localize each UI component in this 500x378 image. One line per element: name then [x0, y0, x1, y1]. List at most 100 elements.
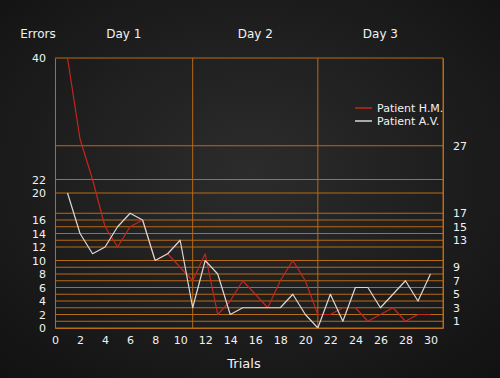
- tick-label: 14: [32, 228, 46, 241]
- legend: Patient H.M.Patient A.V.: [355, 102, 443, 128]
- grid-line: [55, 145, 443, 146]
- tick-label: 30: [424, 334, 438, 347]
- grid-line: [55, 193, 443, 194]
- tick: 1: [443, 315, 460, 328]
- grid-line: [55, 213, 443, 214]
- tick-label: 26: [374, 334, 388, 347]
- tick: 12: [199, 328, 213, 347]
- tick: 18: [274, 328, 288, 347]
- tick-label: 20: [32, 187, 46, 200]
- day-divider: [192, 58, 193, 328]
- tick: 8: [152, 328, 159, 347]
- y2-axis: 1357913151727: [443, 59, 467, 329]
- x-axis: 024681012141618202224262830: [52, 328, 444, 347]
- tick-label: 24: [349, 334, 363, 347]
- tick: 28: [399, 328, 413, 347]
- legend-entry: Patient H.M.: [355, 102, 443, 115]
- legend-swatch: [355, 120, 372, 122]
- tick-label: 6: [127, 334, 134, 347]
- tick-label: 13: [453, 234, 467, 247]
- tick: 14: [224, 328, 238, 347]
- day-label: Day 2: [238, 27, 273, 41]
- tick-label: 10: [32, 255, 46, 268]
- tick: 40: [32, 52, 55, 65]
- axis-line: [55, 59, 56, 329]
- tick-label: 3: [453, 302, 460, 315]
- background: [0, 0, 500, 378]
- day-label: Day 1: [106, 27, 141, 41]
- tick-label: 2: [39, 309, 46, 322]
- tick-label: 6: [39, 282, 46, 295]
- tick: 4: [102, 328, 109, 347]
- tick: 24: [349, 328, 363, 347]
- grid-line: [55, 260, 443, 261]
- tick: 20: [32, 187, 55, 200]
- tick-label: 15: [453, 221, 467, 234]
- lines: [68, 58, 431, 328]
- tick-label: 0: [52, 334, 59, 347]
- tick-label: 2: [77, 334, 84, 347]
- tick: 15: [443, 221, 467, 234]
- annotations: Day 1 Day 2 Day 3: [106, 27, 443, 328]
- tick-label: 17: [453, 207, 467, 220]
- tick: 20: [299, 328, 313, 347]
- tick: 13: [443, 234, 467, 247]
- grid-line: [55, 220, 443, 221]
- tick: 17: [443, 207, 467, 220]
- tick: 10: [32, 255, 55, 268]
- axis-line: [443, 59, 444, 329]
- legend-swatch: [355, 107, 372, 109]
- tick-label: 1: [453, 315, 460, 328]
- tick: 10: [174, 328, 188, 347]
- tick: 3: [443, 302, 460, 315]
- grid-line: [55, 314, 443, 315]
- tick: 22: [324, 328, 338, 347]
- tick: 8: [39, 268, 55, 281]
- tick: 5: [443, 288, 460, 301]
- tick-label: 28: [399, 334, 413, 347]
- tick-label: 18: [274, 334, 288, 347]
- y-axis: 0246810121416202240: [32, 52, 56, 335]
- tick: 2: [77, 328, 84, 347]
- tick: 0: [52, 328, 59, 347]
- tick: 6: [127, 328, 134, 347]
- tick: 16: [249, 328, 263, 347]
- tick-label: 22: [32, 174, 46, 187]
- y-axis-title: Errors: [20, 27, 56, 41]
- tick-label: 20: [299, 334, 313, 347]
- tick-label: 8: [39, 268, 46, 281]
- tick-label: 16: [32, 214, 46, 227]
- tick: 22: [32, 174, 55, 187]
- day-divider: [443, 58, 444, 328]
- tick-label: 22: [324, 334, 338, 347]
- grid-line: [55, 321, 443, 322]
- tick: 26: [374, 328, 388, 347]
- legend-entry: Patient A.V.: [355, 115, 439, 128]
- grid: [55, 58, 443, 328]
- grid-line: [55, 280, 443, 281]
- tick-label: 12: [32, 241, 46, 254]
- grid-line: [55, 294, 443, 295]
- tick: 30: [424, 328, 438, 347]
- day-label: Day 3: [363, 27, 398, 41]
- tick-label: 40: [32, 52, 46, 65]
- legend-label: Patient A.V.: [377, 115, 439, 128]
- grid-line: [55, 58, 443, 59]
- grid-line: [55, 179, 443, 180]
- grid-line: [55, 267, 443, 268]
- tick-label: 9: [453, 261, 460, 274]
- tick-label: 5: [453, 288, 460, 301]
- tick-label: 8: [152, 334, 159, 347]
- grid-line: [55, 328, 443, 329]
- tick: 16: [32, 214, 55, 227]
- tick-label: 4: [102, 334, 109, 347]
- tick: 12: [32, 241, 55, 254]
- tick: 9: [443, 261, 460, 274]
- x-axis-title: Trials: [226, 356, 261, 371]
- tick-label: 0: [39, 322, 46, 335]
- tick: 27: [443, 140, 467, 153]
- tick-label: 27: [453, 140, 467, 153]
- tick: 14: [32, 228, 55, 241]
- tick: 2: [39, 309, 55, 322]
- tick-label: 16: [249, 334, 263, 347]
